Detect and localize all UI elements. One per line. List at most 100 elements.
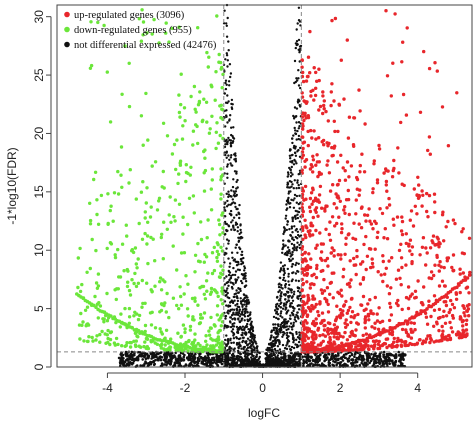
data-point [128, 293, 133, 297]
data-point [231, 313, 235, 316]
data-point [402, 183, 406, 188]
data-point [111, 219, 115, 223]
data-point [288, 283, 291, 287]
data-point [181, 215, 185, 219]
data-point [345, 160, 350, 164]
data-point [410, 342, 414, 347]
data-point [465, 285, 470, 289]
data-point [236, 331, 239, 334]
data-point [147, 362, 151, 365]
data-point [301, 310, 305, 314]
data-point [366, 354, 371, 358]
data-point [106, 222, 110, 226]
data-point [361, 260, 365, 264]
data-point [233, 153, 236, 156]
data-point [289, 359, 292, 363]
data-point [315, 79, 319, 84]
data-point [226, 172, 229, 175]
data-point [291, 161, 294, 164]
data-point [246, 337, 250, 340]
data-point [418, 253, 422, 257]
data-point [281, 324, 285, 328]
data-point [316, 354, 321, 359]
data-point [203, 252, 207, 257]
data-point [291, 363, 295, 367]
data-point [139, 190, 144, 194]
data-point [336, 194, 340, 198]
data-point [213, 324, 217, 328]
data-point [255, 353, 259, 356]
data-point [332, 254, 336, 258]
data-point [321, 111, 325, 116]
data-point [225, 52, 228, 55]
data-point [338, 308, 343, 312]
data-point [311, 233, 315, 237]
data-point [186, 282, 190, 286]
data-point [382, 236, 386, 240]
data-point [239, 337, 242, 340]
data-point [214, 343, 219, 347]
data-point [143, 353, 146, 357]
data-point [158, 355, 162, 360]
data-point [273, 344, 277, 347]
data-point [225, 24, 228, 27]
data-point [167, 358, 172, 363]
data-point [277, 351, 281, 355]
data-point [309, 221, 313, 225]
data-point [223, 261, 226, 264]
data-point [297, 345, 300, 348]
data-point [291, 141, 294, 145]
data-point [438, 260, 442, 264]
data-point [153, 326, 158, 330]
data-point [410, 245, 415, 249]
data-point [417, 338, 422, 342]
data-point [120, 92, 124, 97]
data-point [409, 327, 413, 332]
data-point [127, 315, 132, 319]
data-point [212, 245, 216, 250]
data-point [141, 143, 145, 147]
data-point [276, 313, 280, 316]
data-point [461, 271, 465, 275]
data-point [312, 98, 316, 102]
data-point [141, 364, 145, 367]
data-point [232, 266, 235, 270]
data-point [297, 69, 300, 72]
data-point [236, 302, 239, 306]
data-point [215, 313, 219, 317]
data-point [111, 316, 115, 321]
data-point [425, 251, 429, 255]
data-point [277, 361, 281, 365]
data-point [227, 203, 230, 206]
data-point [322, 107, 326, 111]
data-point [196, 241, 200, 246]
data-point [291, 337, 295, 341]
data-point [378, 207, 382, 211]
data-point [206, 65, 210, 69]
data-point [191, 143, 195, 147]
data-point [421, 193, 425, 197]
data-point [291, 305, 295, 309]
data-point [298, 125, 301, 128]
data-point [281, 265, 285, 268]
data-point [435, 235, 439, 239]
data-point [295, 249, 298, 252]
data-point [300, 156, 304, 160]
data-point [339, 230, 344, 235]
data-point [391, 345, 395, 349]
data-point [433, 61, 437, 65]
data-point [373, 321, 377, 325]
data-point [440, 332, 445, 337]
data-point [273, 353, 276, 357]
data-point [373, 247, 377, 251]
data-point [181, 358, 186, 362]
data-point [277, 333, 280, 336]
data-point [441, 210, 445, 214]
data-point [232, 337, 236, 340]
data-point [230, 107, 234, 111]
data-point [296, 230, 299, 233]
data-point [169, 362, 173, 366]
data-point [422, 49, 426, 54]
data-point [317, 136, 321, 140]
